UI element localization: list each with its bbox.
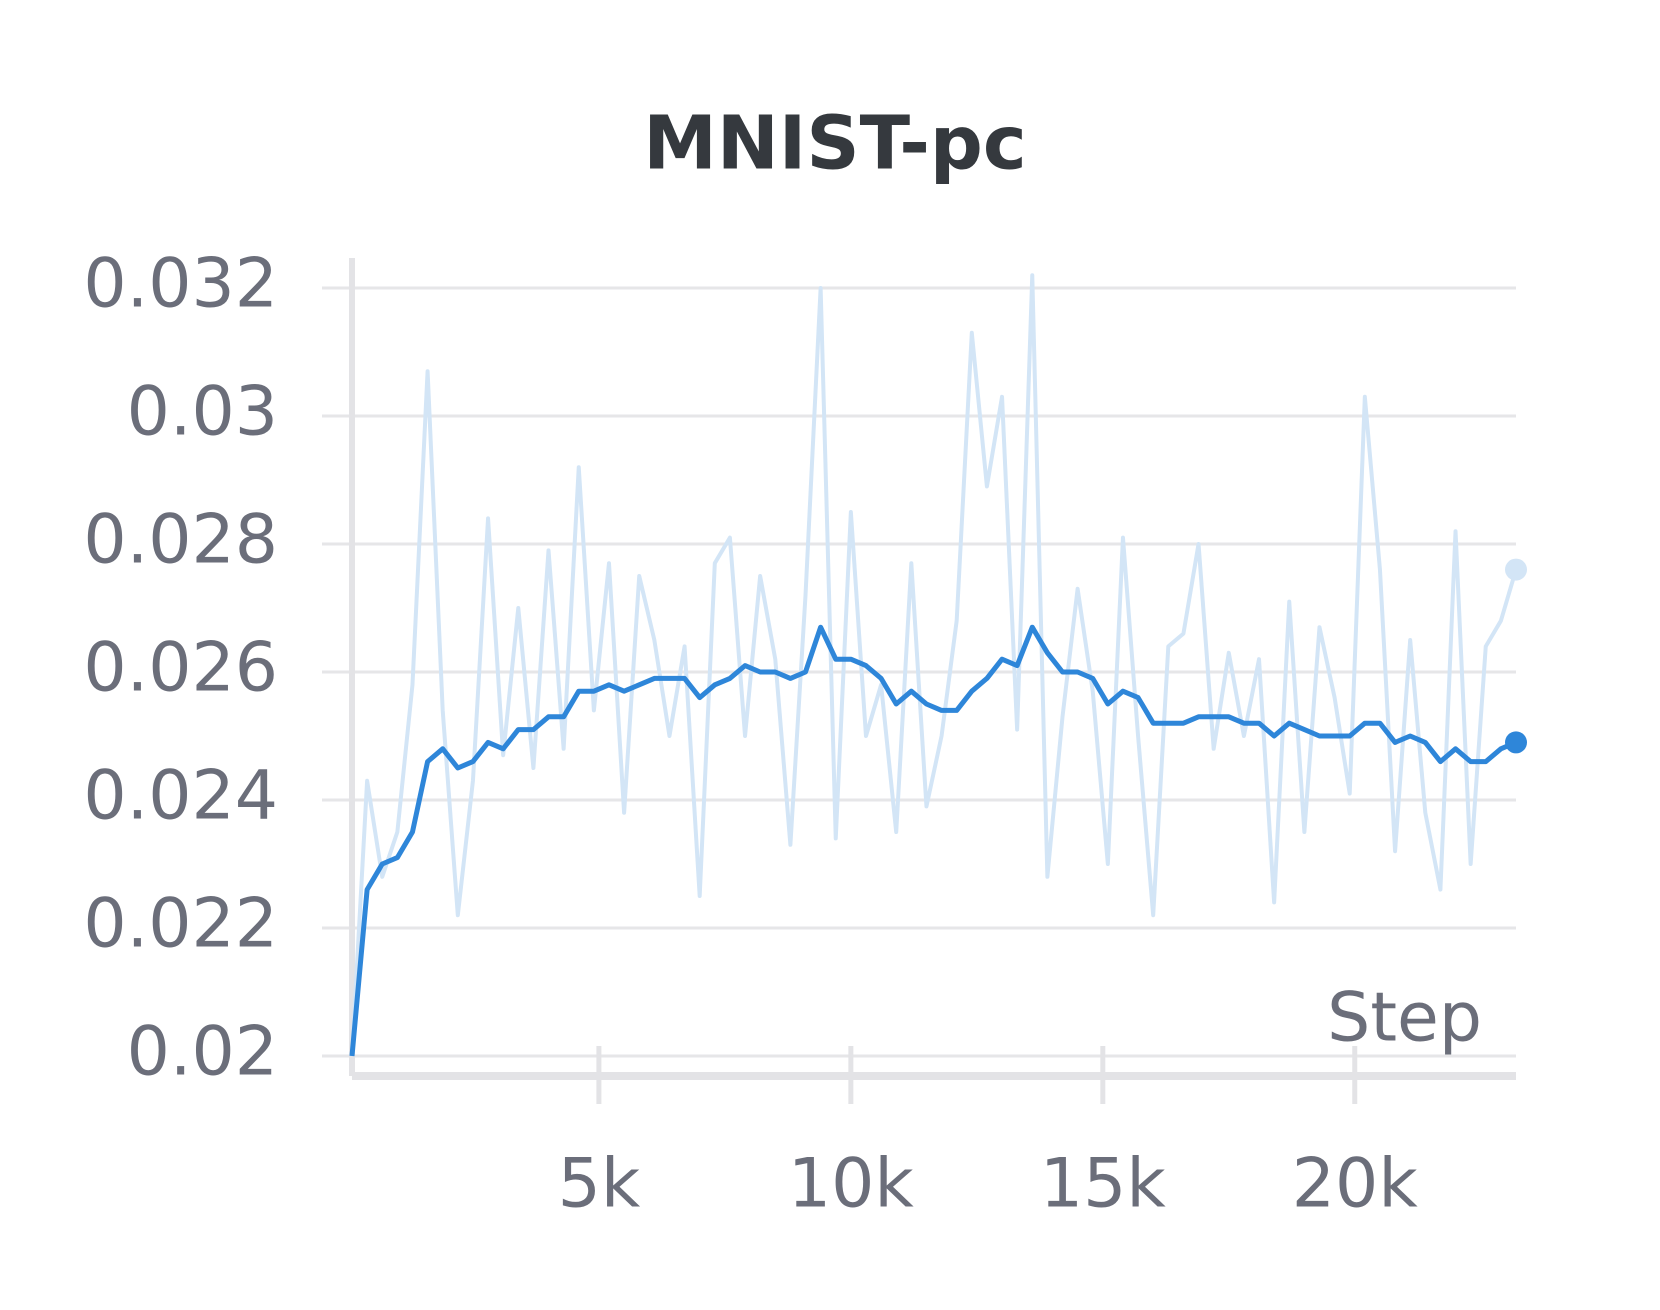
y-tick-label: 0.026	[83, 629, 278, 708]
x-tick-label: 10k	[788, 1145, 915, 1224]
x-axis-label: Step	[1327, 979, 1482, 1058]
y-tick-label: 0.022	[83, 885, 278, 964]
series-line	[350, 273, 1518, 1057]
y-tick-label: 0.028	[83, 501, 278, 580]
y-tick-label: 0.02	[127, 1013, 278, 1092]
chart-title: MNIST-pc	[643, 101, 1027, 187]
y-tick-label: 0.024	[83, 757, 278, 836]
series-line	[349, 624, 1517, 1057]
y-tick-label: 0.03	[127, 373, 278, 452]
end-point	[1505, 558, 1527, 581]
x-tick-label: 20k	[1292, 1145, 1419, 1224]
end-point	[1505, 731, 1527, 754]
x-tick-label: 5k	[558, 1145, 641, 1224]
y-tick-label: 0.032	[83, 245, 278, 324]
x-tick-label: 15k	[1040, 1145, 1167, 1224]
